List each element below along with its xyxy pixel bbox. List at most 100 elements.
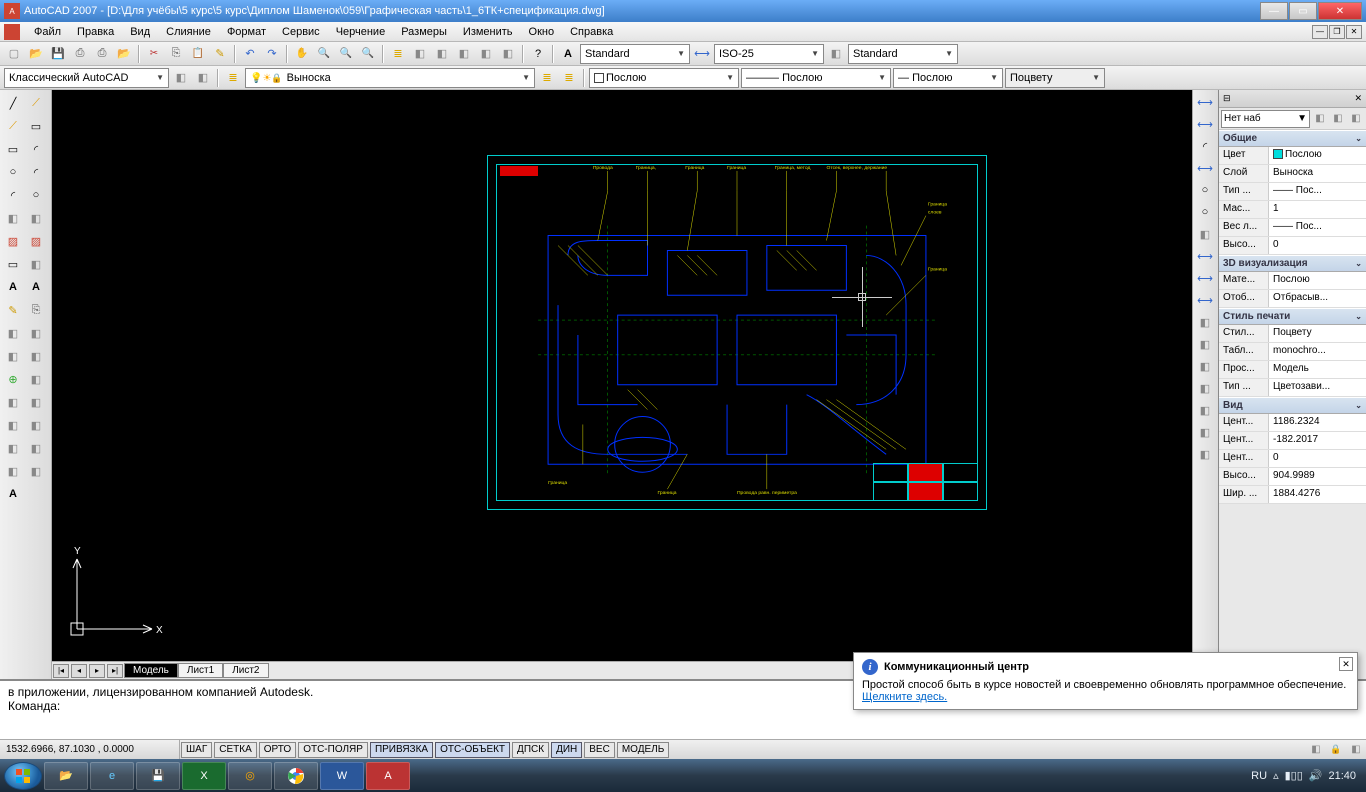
textstyle-combo[interactable]: Standard▼: [580, 44, 690, 64]
menu-формат[interactable]: Формат: [219, 24, 274, 40]
array-button[interactable]: [2, 345, 24, 367]
prop-value[interactable]: —— Пос...: [1269, 183, 1366, 200]
preview-button[interactable]: [92, 44, 112, 64]
prop-value[interactable]: 1186.2324: [1269, 414, 1366, 431]
copy-button[interactable]: [166, 44, 186, 64]
layer-mgr-button[interactable]: [223, 68, 243, 88]
mtext-button[interactable]: [2, 276, 24, 298]
circle-button[interactable]: [2, 161, 24, 183]
prop-row[interactable]: ЦветПослою: [1219, 147, 1366, 165]
popup-link[interactable]: Щелкните здесь.: [862, 691, 947, 703]
task-word[interactable]: W: [320, 762, 364, 790]
menu-изменить[interactable]: Изменить: [455, 24, 521, 40]
line-button[interactable]: [2, 92, 24, 114]
popup-close-button[interactable]: ✕: [1339, 657, 1353, 671]
undo-button[interactable]: [240, 44, 260, 64]
status-дин[interactable]: ДИН: [551, 742, 582, 758]
mdi-restore-button[interactable]: ❐: [1329, 25, 1345, 39]
rectangle-button[interactable]: [2, 138, 24, 160]
prop-section-Общие[interactable]: Общие⌄: [1219, 130, 1366, 147]
maximize-button[interactable]: ▭: [1289, 2, 1317, 20]
dimstyle-combo[interactable]: ISO-25▼: [714, 44, 824, 64]
erase-button[interactable]: [2, 299, 24, 321]
block-button[interactable]: [2, 207, 24, 229]
quickselect-button[interactable]: [1312, 111, 1328, 127]
toolpalettes-button[interactable]: [432, 44, 452, 64]
task-ie[interactable]: e: [90, 762, 134, 790]
menu-сервис[interactable]: Сервис: [274, 24, 328, 40]
pin-icon[interactable]: [1223, 93, 1231, 104]
mirror-button[interactable]: [2, 322, 24, 344]
prop-section-Вид[interactable]: Вид⌄: [1219, 397, 1366, 414]
prop-value[interactable]: Послою: [1269, 147, 1366, 164]
dim-diameter-button[interactable]: [1195, 202, 1215, 222]
layer-prev-button[interactable]: [537, 68, 557, 88]
zoom-button[interactable]: [314, 44, 334, 64]
dim-radius-button[interactable]: [1195, 180, 1215, 200]
hatch-button[interactable]: [2, 230, 24, 252]
workspace-combo[interactable]: Классический AutoCAD▼: [4, 68, 169, 88]
zoom-prev-button[interactable]: [358, 44, 378, 64]
menu-черчение[interactable]: Черчение: [328, 24, 394, 40]
matchprop-button[interactable]: [210, 44, 230, 64]
gradient-button[interactable]: [25, 230, 47, 252]
save-button[interactable]: [48, 44, 68, 64]
menu-справка[interactable]: Справка: [562, 24, 621, 40]
tab-layout2[interactable]: Лист2: [223, 663, 268, 678]
ws-settings-button[interactable]: [171, 68, 191, 88]
dim-break-button[interactable]: [1195, 334, 1215, 354]
tab-layout1[interactable]: Лист1: [178, 663, 223, 678]
mdi-minimize-button[interactable]: —: [1312, 25, 1328, 39]
explode-button[interactable]: [25, 460, 47, 482]
pickadd-button[interactable]: [1330, 111, 1346, 127]
rotate-button[interactable]: [2, 368, 24, 390]
menu-размеры[interactable]: Размеры: [393, 24, 455, 40]
prop-value[interactable]: 0: [1269, 450, 1366, 467]
prop-row[interactable]: Стил...Поцвету: [1219, 325, 1366, 343]
network-icon[interactable]: ▮▯▯: [1285, 769, 1303, 782]
task-explorer[interactable]: [44, 762, 88, 790]
tab-first-button[interactable]: |◂: [53, 664, 69, 678]
close-button[interactable]: ✕: [1318, 2, 1362, 20]
layer-state-button[interactable]: [559, 68, 579, 88]
start-button[interactable]: [4, 762, 42, 790]
copy2-button[interactable]: [25, 299, 47, 321]
menu-слияние[interactable]: Слияние: [158, 24, 219, 40]
extend-button[interactable]: [2, 414, 24, 436]
status-сетка[interactable]: СЕТКА: [214, 742, 257, 758]
menu-правка[interactable]: Правка: [69, 24, 122, 40]
panel-close-icon[interactable]: [1354, 93, 1362, 104]
open-button[interactable]: [26, 44, 46, 64]
status-модель[interactable]: МОДЕЛЬ: [617, 742, 669, 758]
tab-prev-button[interactable]: ◂: [71, 664, 87, 678]
status-вес[interactable]: ВЕС: [584, 742, 615, 758]
properties-button[interactable]: [388, 44, 408, 64]
tray-settings-icon[interactable]: [1346, 740, 1366, 760]
xline-button[interactable]: [25, 92, 47, 114]
dim-edit-button[interactable]: [1195, 400, 1215, 420]
ellipse-button[interactable]: [25, 184, 47, 206]
redo-button[interactable]: [262, 44, 282, 64]
lineweight-combo[interactable]: — Послою▼: [893, 68, 1003, 88]
prop-value[interactable]: 0: [1269, 237, 1366, 254]
plotstyle-combo[interactable]: Поцвету▼: [1005, 68, 1105, 88]
plot-button[interactable]: [70, 44, 90, 64]
prop-section-3D визуализация[interactable]: 3D визуализация⌄: [1219, 255, 1366, 272]
menu-вид[interactable]: Вид: [122, 24, 158, 40]
selectobj-button[interactable]: [1348, 111, 1364, 127]
cut-button[interactable]: [144, 44, 164, 64]
zoom-window-button[interactable]: [336, 44, 356, 64]
prop-value[interactable]: Послою: [1269, 272, 1366, 289]
spline-button[interactable]: [2, 184, 24, 206]
ws-save-button[interactable]: [193, 68, 213, 88]
prop-value[interactable]: Поцвету: [1269, 325, 1366, 342]
dim-arc-button[interactable]: [1195, 136, 1215, 156]
break-button[interactable]: [25, 414, 47, 436]
drawing-canvas[interactable]: Провода Граница, Граница Граница Граница…: [52, 90, 1192, 661]
tray-comm-icon[interactable]: [1306, 740, 1326, 760]
prop-row[interactable]: СлойВыноска: [1219, 165, 1366, 183]
revcloud-button[interactable]: [25, 161, 47, 183]
dim-quick-button[interactable]: [1195, 246, 1215, 266]
prop-value[interactable]: Отбрасыв...: [1269, 290, 1366, 307]
arc-button[interactable]: [25, 138, 47, 160]
